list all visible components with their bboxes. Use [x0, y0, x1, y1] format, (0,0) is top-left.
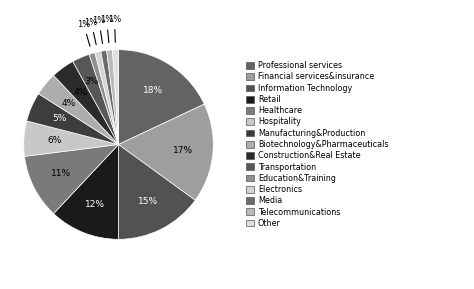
Wedge shape — [112, 50, 118, 144]
Wedge shape — [95, 51, 118, 144]
Wedge shape — [118, 144, 195, 239]
Text: 5%: 5% — [52, 114, 66, 123]
Wedge shape — [118, 104, 213, 200]
Text: 1%: 1% — [100, 15, 113, 43]
Wedge shape — [73, 54, 118, 144]
Text: 3%: 3% — [84, 77, 99, 86]
Wedge shape — [25, 144, 118, 214]
Wedge shape — [89, 53, 118, 144]
Text: 4%: 4% — [62, 99, 76, 108]
Legend: Professional services, Financial services&insurance, Information Technology, Ret: Professional services, Financial service… — [246, 61, 388, 228]
Text: 4%: 4% — [73, 88, 88, 97]
Wedge shape — [118, 50, 204, 144]
Text: 12%: 12% — [85, 200, 105, 209]
Text: 1%: 1% — [77, 20, 90, 46]
Wedge shape — [27, 94, 118, 144]
Text: 6%: 6% — [47, 136, 61, 145]
Text: 15%: 15% — [138, 197, 158, 206]
Text: 11%: 11% — [51, 169, 71, 178]
Text: 18%: 18% — [143, 86, 163, 95]
Text: 1%: 1% — [108, 15, 121, 42]
Text: 1%: 1% — [92, 16, 106, 43]
Wedge shape — [38, 75, 118, 144]
Text: 17%: 17% — [173, 146, 193, 155]
Wedge shape — [54, 144, 118, 239]
Wedge shape — [54, 62, 118, 144]
Text: 1%: 1% — [84, 18, 98, 45]
Wedge shape — [107, 50, 118, 144]
Wedge shape — [101, 51, 118, 144]
Wedge shape — [24, 121, 119, 156]
